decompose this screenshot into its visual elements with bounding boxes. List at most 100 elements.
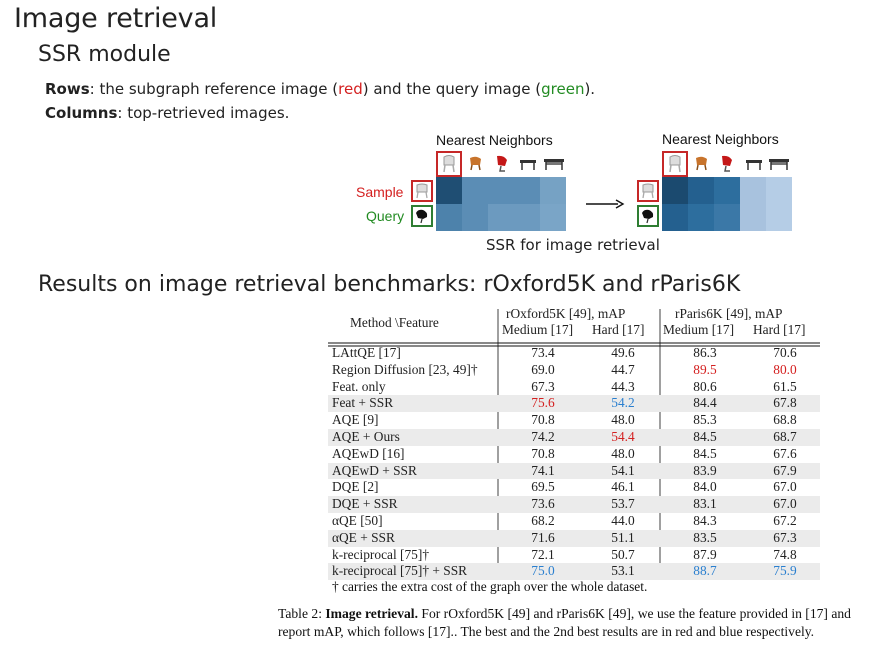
rows-description: Rows: the subgraph reference image (red)… (45, 80, 595, 98)
value-cell: 84.3 (693, 513, 717, 528)
value-cell: 68.2 (531, 513, 555, 528)
value-cell: 75.9 (773, 563, 797, 579)
table-row: AQE + Ours 74.2 54.4 84.5 68.7 (328, 429, 820, 446)
value-cell: 83.1 (693, 496, 717, 512)
value-cell: 61.5 (773, 378, 797, 394)
figure-caption: SSR for image retrieval (486, 236, 660, 254)
value-cell: 48.0 (611, 412, 635, 428)
header-paris-text: rParis6K [49], mAP (675, 306, 783, 321)
table-row: αQE [50] 68.2 44.0 84.3 67.2 (328, 513, 820, 530)
section-title-results: Results on image retrieval benchmarks: r… (38, 272, 741, 297)
table-row: Feat + SSR 75.6 54.2 84.4 67.8 (328, 395, 820, 413)
table-row: DQE [2] 69.5 46.1 84.0 67.0 (328, 479, 820, 496)
header-method: Method \Feature (350, 315, 439, 330)
method-cell: DQE + SSR (332, 496, 398, 512)
value-cell: 67.2 (773, 513, 797, 528)
value-cell: 48.0 (611, 445, 635, 461)
value-cell: 71.6 (531, 529, 555, 545)
table-row: k-reciprocal [75]† + SSR 75.0 53.1 88.7 75.9 (328, 563, 820, 581)
chair-icon (717, 153, 737, 177)
query-image-thumbnail (637, 205, 659, 227)
value-cell: 68.8 (773, 412, 797, 428)
value-cell: 67.8 (773, 395, 797, 411)
heatmap-cell (514, 204, 540, 231)
value-cell: 70.8 (531, 412, 555, 428)
value-cell: 44.0 (611, 513, 635, 528)
heatmap-cell (766, 204, 792, 231)
heatmap-cell (688, 204, 714, 231)
method-cell: AQEwD + SSR (332, 462, 417, 478)
chair-icon (692, 153, 712, 177)
value-cell: 49.6 (611, 345, 635, 360)
table-icon (519, 156, 537, 175)
chair-icon (436, 151, 462, 177)
nearest-neighbors-label-right: Nearest Neighbors (662, 131, 779, 147)
header-oxford-text: rOxford5K [49], mAP (506, 306, 626, 321)
chair-icon (492, 153, 512, 177)
heatmap-cell (662, 177, 688, 204)
value-cell: 83.9 (693, 462, 717, 478)
rows-text-2: ) and the query image ( (362, 80, 542, 98)
heatmap-cell (436, 177, 462, 204)
heatmap-cell (540, 204, 566, 231)
value-cell: 67.3 (531, 378, 555, 394)
caption-bold: Image retrieval. (325, 606, 418, 621)
value-cell: 85.3 (693, 412, 717, 428)
value-cell: 67.6 (773, 445, 797, 461)
arrow-right-icon (586, 199, 625, 209)
columns-description: Columns: top-retrieved images. (45, 104, 289, 122)
value-cell: 74.1 (531, 462, 555, 478)
method-cell: AQE [9] (332, 412, 379, 428)
table-icon (543, 156, 565, 175)
caption-label: Table 2: (278, 606, 326, 621)
heatmap-cell (488, 204, 514, 231)
value-cell: 53.7 (611, 496, 635, 512)
rows-green-word: green (541, 80, 585, 98)
value-cell: 46.1 (611, 479, 635, 495)
value-cell: 69.5 (531, 479, 555, 495)
method-cell: αQE [50] (332, 513, 383, 528)
heatmap-cell (714, 204, 740, 231)
value-cell: 80.0 (773, 361, 797, 377)
value-cell: 54.4 (611, 429, 635, 444)
chair-icon (662, 151, 688, 177)
value-cell: 70.6 (773, 345, 797, 360)
value-cell: 74.2 (531, 429, 555, 444)
method-cell: Feat + SSR (332, 395, 394, 411)
nearest-neighbors-label-left: Nearest Neighbors (436, 132, 553, 148)
table-row: αQE + SSR 71.6 51.1 83.5 67.3 (328, 529, 820, 547)
table-row: AQEwD [16] 70.8 48.0 84.5 67.6 (328, 446, 820, 463)
table-row: Region Diffusion [23, 49]† 69.0 44.7 89.5 80… (328, 362, 820, 379)
value-cell: 44.7 (611, 361, 635, 377)
value-cell: 70.8 (531, 445, 555, 461)
table-row: AQE [9] 70.8 48.0 85.3 68.8 (328, 412, 820, 429)
value-cell: 84.5 (693, 445, 717, 461)
columns-text: : top-retrieved images. (117, 104, 290, 122)
value-cell: 89.5 (693, 361, 717, 377)
value-cell: 54.2 (611, 395, 635, 411)
value-cell: 51.1 (611, 529, 635, 545)
heatmap-cell (436, 204, 462, 231)
heatmap-cell (488, 177, 514, 204)
value-cell: 75.6 (531, 395, 555, 411)
table-footnote: † carries the extra cost of the graph ov… (332, 579, 648, 594)
value-cell: 86.3 (693, 345, 717, 360)
value-cell: 73.4 (531, 345, 555, 360)
method-cell: AQEwD [16] (332, 445, 405, 461)
heatmap-cell (462, 177, 488, 204)
header-oxford: rOxford5K [49], mAP (506, 306, 625, 322)
method-cell: k-reciprocal [75]† (332, 546, 430, 562)
caption-text: For rOxford5K [49] and rParis6K [49], we… (278, 606, 851, 639)
table-row: LAttQE [17] 73.4 49.6 86.3 70.6 (328, 345, 820, 362)
heatmap-cell (462, 204, 488, 231)
value-cell: 67.0 (773, 479, 797, 495)
value-cell: 74.8 (773, 546, 797, 562)
table-caption: Table 2: Image retrieval. For rOxford5K … (278, 605, 878, 641)
value-cell: 54.1 (611, 462, 635, 478)
value-cell: 84.5 (693, 429, 717, 444)
value-cell: 83.5 (693, 529, 717, 545)
sample-image-thumbnail (637, 180, 659, 202)
heatmap-cell (688, 177, 714, 204)
header-paris-medium: Medium [17] (663, 322, 735, 337)
value-cell: 69.0 (531, 361, 555, 377)
